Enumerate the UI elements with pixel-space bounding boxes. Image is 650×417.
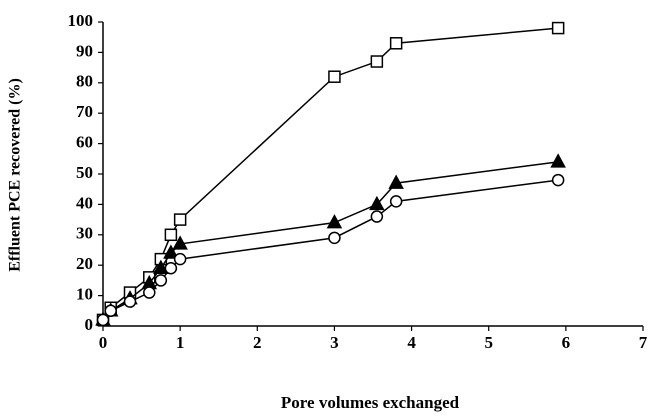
triangle-marker bbox=[388, 174, 404, 189]
circle-marker bbox=[328, 231, 341, 245]
x-tick-label: 3 bbox=[330, 333, 339, 352]
triangle-marker bbox=[369, 195, 385, 211]
square-marker bbox=[551, 21, 565, 35]
y-tick-label: 70 bbox=[76, 102, 93, 121]
circle-marker bbox=[104, 304, 117, 318]
triangle-marker bbox=[326, 214, 343, 229]
y-axis-label: Effluent PCE recovered (%) bbox=[7, 78, 24, 272]
y-tick-label: 100 bbox=[68, 11, 94, 30]
y-tick-label: 30 bbox=[76, 224, 93, 243]
square-marker bbox=[173, 213, 187, 226]
x-tick-label: 6 bbox=[562, 333, 571, 352]
y-tick-label: 0 bbox=[85, 315, 94, 334]
x-tick-label: 4 bbox=[407, 333, 416, 352]
circle-marker bbox=[551, 173, 565, 187]
circle-marker bbox=[123, 295, 137, 308]
x-tick-label: 2 bbox=[253, 333, 262, 352]
x-tick-label: 1 bbox=[176, 333, 185, 352]
x-tick-label: 5 bbox=[484, 333, 493, 352]
circle-marker bbox=[96, 313, 110, 327]
square-marker bbox=[370, 55, 384, 68]
triangle-marker bbox=[550, 153, 566, 168]
circle-marker bbox=[164, 261, 178, 275]
y-tick-label: 20 bbox=[76, 254, 93, 273]
y-tick-label: 80 bbox=[76, 72, 93, 91]
triangle-marker bbox=[172, 235, 188, 250]
x-tick-label: 7 bbox=[639, 333, 648, 352]
square-marker bbox=[328, 70, 341, 83]
circle-marker bbox=[389, 195, 403, 208]
y-tick-label: 90 bbox=[76, 41, 93, 60]
y-tick-label: 60 bbox=[76, 133, 93, 152]
y-tick-label: 50 bbox=[76, 163, 93, 182]
circle-marker bbox=[370, 210, 384, 223]
square-marker bbox=[164, 228, 178, 242]
circle-marker bbox=[154, 274, 168, 287]
triangle-marker bbox=[163, 244, 179, 259]
y-tick-label: 10 bbox=[76, 285, 93, 304]
x-tick-label: 0 bbox=[99, 333, 108, 352]
circle-marker bbox=[143, 286, 156, 299]
square-marker bbox=[389, 37, 403, 50]
triangle-marker bbox=[153, 259, 169, 274]
x-axis-label: Pore volumes exchanged bbox=[281, 393, 460, 412]
circle-marker bbox=[173, 252, 187, 266]
y-tick-label: 40 bbox=[76, 193, 93, 212]
